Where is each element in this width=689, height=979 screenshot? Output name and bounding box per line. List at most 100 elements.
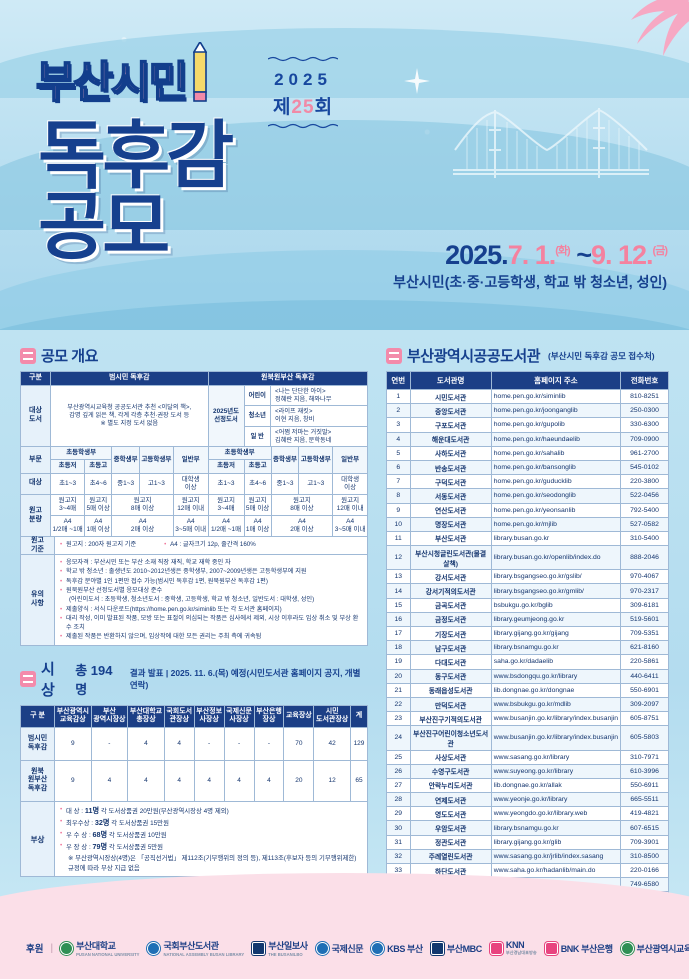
lib-tel: 607-6515 [620,820,669,836]
sponsor-logos: 부산대학교 PUSAN NATIONAL UNIVERSITY 국회부산도서관 NAT… [60,939,689,957]
th-award-4: 국회도서 관장상 [163,704,195,729]
sponsor-name: 부산일보사 THE BUSANILBO [268,941,308,957]
vol-l-0: 원고지 3~4매 [49,493,86,517]
libraries-title: 부산광역시공공도서관 [407,348,541,365]
awards-announcement: 결과 발표 | 2025. 11. 6.(목) 예정(시민도서관 홈페이지 공지… [129,667,361,690]
lib-url[interactable]: www.bsbukgu.go.kr/mdlib [490,696,622,713]
emblem-icon [147,941,161,955]
lib-name: 구덕도서관 [409,474,492,490]
lib-url[interactable]: www.bsdongqu.go.kr/library [490,668,622,684]
lib-url[interactable]: library.geumjeong.go.kr [490,611,622,628]
overview-title: 공모 개요 [41,348,98,365]
lib-url[interactable]: library.bsnamgu.go.kr [490,640,622,656]
lib-name: 명장도서관 [409,516,492,532]
lib-url[interactable]: library.gijang.go.kr/glib [490,834,622,850]
sponsor-logo: 부산대학교 PUSAN NATIONAL UNIVERSITY [60,939,139,957]
emblem-icon [252,941,266,955]
award-cell: 4 [127,727,165,761]
lib-url[interactable]: www.yeonje.go.kr/library [490,792,622,808]
award-cell: 4 [90,759,129,802]
lib-url[interactable]: www.yeongdo.go.kr/library.web [490,806,622,822]
sponsor-name: BNK 부산은행 [560,943,613,954]
th-award-0: 구 분 [20,704,55,729]
lib-name: 구포도서관 [409,417,492,433]
lib-url[interactable]: library.bsgangseo.go.kr/gslib/ [490,569,622,585]
lib-url[interactable]: home.pen.go.kr/seodonglib [490,488,622,504]
table-row: 2 중앙도서관 home.pen.go.kr/joonganglib 250-0300 [386,403,669,419]
lib-name: 만덕도서관 [409,696,492,713]
caution-item-sub: (어린이도서 : 초등학생, 청소년도서 : 중학생, 고등학생, 학교 밖 청… [69,596,315,604]
lib-url[interactable]: home.pen.go.kr/mjlib [490,516,622,532]
vol-l-3: 원고지 12매 이내 [172,493,209,517]
lib-url[interactable]: library.bsnamgu.go.kr [490,820,622,836]
lib-url[interactable]: home.pen.go.kr/bansonglib [490,459,622,476]
book-title: <나는 단단한 아이> [275,387,326,395]
lib-url[interactable]: library.busan.go.kr/openlib/index.do [490,545,622,571]
lib-url[interactable]: home.pen.go.kr/haeundaelib [490,431,622,447]
standard-label: 원고 기준 [21,537,55,555]
emblem-icon [60,941,74,955]
tgt-l-3: 고1~3 [138,472,174,495]
prize-item: 최우수상 : 32명 각 도서상품권 15만원 [60,817,362,829]
lib-url[interactable]: home.pen.go.kr/guducklib [490,474,622,490]
lib-url[interactable]: home.pen.go.kr/sahalib [490,445,622,461]
lib-url[interactable]: home.pen.go.kr/siminlib [490,388,622,405]
lib-url[interactable]: home.pen.go.kr/joonganglib [490,403,622,419]
table-row: 26 수영구도서관 www.suyeong.go.kr/library 610-399… [386,763,669,779]
sponsor-name: KBS 부산 [387,943,423,954]
lib-url[interactable]: www.sasang.go.kr/library [490,749,622,765]
table-row: 7 구덕도서관 home.pen.go.kr/guducklib 220-3800 [386,474,669,490]
th-lib-no: 연번 [386,371,411,390]
lib-tel: 330-6300 [620,417,669,433]
div-l-elem: 초등학생부 [49,446,113,461]
lib-no: 15 [386,597,411,613]
lib-url[interactable]: www.sasang.go.kr/jrlib/index.sasang [490,848,622,865]
overview-standard-notes: 원고 기준 원고지 : 200자 원고지 기준 A4 : 글자크기 12p, 줄… [20,537,368,646]
lib-no: 10 [386,516,411,532]
caution-item: 독후감 분야별 1인 1편만 접수 가능(범시민 독후감 1편, 원북원부산 독… [60,577,362,587]
prize-grade: 우 수 상 : [66,831,91,839]
lib-url[interactable]: www.busanjin.go.kr/library/index.busanji… [490,725,622,751]
squiggle-line-icon [267,56,339,62]
lib-url[interactable]: home.pen.go.kr/yeonsanlib [490,502,622,518]
lib-url[interactable]: www.suyeong.go.kr/library [490,763,622,779]
table-row: 5 사하도서관 home.pen.go.kr/sahalib 961-2700 [386,445,669,461]
lib-url[interactable]: www.busanjin.go.kr/library/index.busanji… [490,711,622,727]
lib-url[interactable]: library.gijang.go.kr/gijang [490,625,622,642]
date-year: 2025. [445,240,509,270]
lib-url[interactable]: lib.dongnae.go.kr/dongnae [490,682,622,698]
lib-no: 29 [386,806,411,822]
table-row: 24 부산진구어린이청소년도서관 www.busanjin.go.kr/librar… [386,725,669,751]
lib-url[interactable]: saha.go.kr/dadaelib [490,654,622,670]
emblem-icon [544,941,558,955]
lib-tel: 810-8251 [620,388,669,405]
a4-r-1: A4 1매 이상 [243,514,272,538]
table-row: 25 사상도서관 www.sasang.go.kr/library 310-7971 [386,749,669,765]
table-row: 30 우암도서관 library.bsnamgu.go.kr 607-6515 [386,820,669,836]
div-r-elem-high: 초등고 [243,459,272,474]
div-l-mid: 중학생부 [111,446,140,474]
palm-tree-icon [631,0,689,56]
award-row-name: 범시민 독후감 [20,727,55,761]
table-row: 32 주례열린도서관 www.sasang.go.kr/jrlib/index.sa… [386,848,669,865]
standard-item: 원고지 : 200자 원고지 기준 [60,540,136,550]
lib-tel: 220-5861 [620,654,669,670]
lib-url[interactable]: library.bsgangseo.go.kr/gmlib/ [490,583,622,599]
vol-r-2: 원고지 8매 이상 [270,493,334,517]
award-cell-total: 65 [350,759,368,802]
lib-tel: 621-8160 [620,640,669,656]
lib-url[interactable]: home.pen.go.kr/gupolib [490,417,622,433]
edition-prefix: 제 [272,97,292,118]
lib-tel: 709-5351 [620,625,669,642]
libraries-table: 연번 도서관명 홈페이지 주소 전화번호 1 시민도서관 home.pen.go.k… [386,371,669,907]
sparkle-icon [404,68,430,94]
lib-url[interactable]: library.busan.go.kr [490,530,622,547]
prize-detail: 각 도서상품권 10만원 [108,831,167,839]
lib-url[interactable]: bsbukgu.go.kr/bglib [490,597,622,613]
lib-url[interactable]: www.saha.go.kr/hadanlib/main.do [490,862,622,879]
table-row: 28 연제도서관 www.yeonje.go.kr/library 665-5511 [386,792,669,808]
lib-url[interactable]: lib.dongnae.go.kr/allak [490,777,622,794]
pencil-icon [193,42,207,102]
emblem-icon [489,941,503,955]
sponsor-name: KNN 부산경남대표방송 [505,940,537,955]
